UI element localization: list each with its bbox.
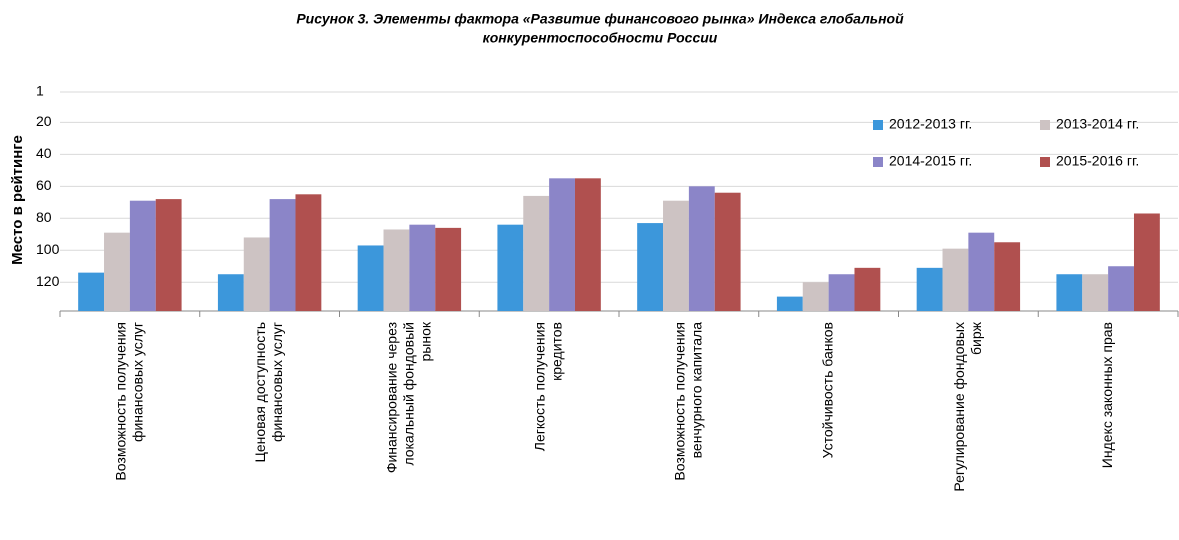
x-tick-label: Возможность получениявенчурного капитала bbox=[671, 322, 704, 481]
bar bbox=[549, 178, 575, 311]
legend-swatch bbox=[873, 120, 883, 130]
legend-label: 2014-2015 гг. bbox=[889, 153, 972, 169]
y-tick-label: 100 bbox=[36, 241, 60, 257]
bar bbox=[1133, 213, 1160, 311]
legend-swatch bbox=[873, 157, 883, 167]
x-tick-label: Регулирование фондовыхбирж bbox=[951, 321, 984, 491]
bar bbox=[663, 200, 689, 311]
bar bbox=[497, 224, 524, 311]
bar bbox=[435, 227, 462, 311]
bar bbox=[269, 199, 296, 311]
x-tick-label: Возможность полученияфинансовых услуг bbox=[112, 322, 145, 481]
bar bbox=[802, 282, 829, 311]
bar bbox=[383, 229, 410, 311]
bar bbox=[854, 267, 881, 311]
bar bbox=[409, 224, 436, 311]
bar bbox=[217, 274, 244, 311]
bar bbox=[243, 237, 270, 311]
bar bbox=[1056, 274, 1083, 311]
y-tick-label: 20 bbox=[36, 113, 52, 129]
legend-label: 2012-2013 гг. bbox=[889, 116, 972, 132]
bar bbox=[688, 186, 715, 311]
bar bbox=[828, 274, 855, 311]
x-tick-label: Финансирование черезлокальный фондовыйры… bbox=[383, 321, 433, 473]
legend-swatch bbox=[1040, 120, 1050, 130]
bar bbox=[155, 199, 182, 311]
chart-title: Рисунок 3. Элементы фактора «Развитие фи… bbox=[296, 11, 904, 27]
x-tick-label: Устойчивость банков bbox=[819, 322, 835, 458]
y-tick-label: 1 bbox=[36, 83, 44, 99]
bar bbox=[295, 194, 322, 311]
bar bbox=[916, 267, 943, 311]
chart-subtitle: конкурентоспособности России bbox=[483, 30, 718, 46]
bar bbox=[968, 232, 995, 311]
y-tick-label: 40 bbox=[36, 145, 52, 161]
bar bbox=[129, 200, 156, 311]
legend-label: 2015-2016 гг. bbox=[1056, 153, 1139, 169]
y-tick-label: 120 bbox=[36, 273, 60, 289]
bar bbox=[776, 296, 803, 311]
bar bbox=[1108, 266, 1134, 311]
legend-label: 2013-2014 гг. bbox=[1056, 116, 1139, 132]
legend-swatch bbox=[1040, 157, 1050, 167]
bar bbox=[574, 178, 601, 311]
y-axis-label: Место в рейтинге bbox=[9, 135, 26, 265]
bar bbox=[714, 192, 741, 311]
y-tick-label: 80 bbox=[36, 209, 52, 225]
bar bbox=[104, 232, 130, 311]
x-tick-label: Ценовая доступностьфинансовых услуг bbox=[252, 322, 285, 463]
bar bbox=[523, 195, 550, 311]
bar bbox=[637, 223, 664, 311]
x-tick-label: Легкость получениякредитов bbox=[531, 322, 564, 451]
x-tick-label: Индекс законных прав bbox=[1099, 322, 1115, 468]
bar bbox=[1082, 274, 1109, 311]
y-tick-label: 60 bbox=[36, 177, 52, 193]
bar bbox=[78, 272, 105, 311]
bar bbox=[994, 242, 1021, 311]
bar bbox=[942, 248, 969, 311]
bar bbox=[357, 245, 384, 311]
